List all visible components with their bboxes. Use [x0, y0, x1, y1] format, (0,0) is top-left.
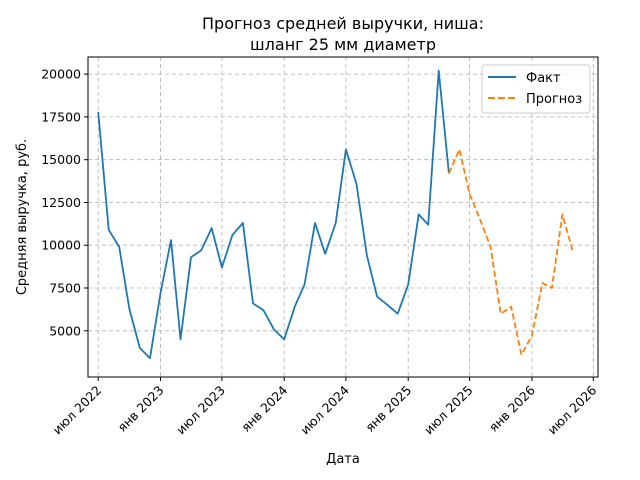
y-axis-ticks: 5000 7500 10000 12500 15000 17500 20000	[41, 67, 88, 338]
series-line-0	[97, 69, 450, 360]
y-tick-label: 10000	[41, 238, 81, 253]
y-tick-label: 20000	[41, 67, 81, 82]
legend-label-forecast: Прогноз	[526, 92, 582, 107]
series-line-1	[448, 148, 574, 356]
chart-legend: Факт Прогноз	[481, 64, 591, 114]
chart-title-line-1: Прогноз средней выручки, ниша:	[202, 14, 484, 33]
chart-title-line-2: шланг 25 мм диаметр	[250, 35, 436, 54]
plot-area-frame	[87, 56, 599, 378]
y-tick-label: 15000	[41, 152, 81, 167]
plot-series	[97, 69, 574, 360]
grid-lines	[88, 57, 598, 377]
y-tick-label: 12500	[41, 195, 81, 210]
y-axis-label: Средняя выручка, руб.	[15, 139, 30, 295]
y-tick-label: 7500	[49, 281, 81, 296]
x-axis-label: Дата	[326, 452, 360, 467]
legend-label-fact: Факт	[526, 71, 561, 86]
y-tick-label: 17500	[41, 109, 81, 124]
y-tick-label: 5000	[49, 323, 81, 338]
